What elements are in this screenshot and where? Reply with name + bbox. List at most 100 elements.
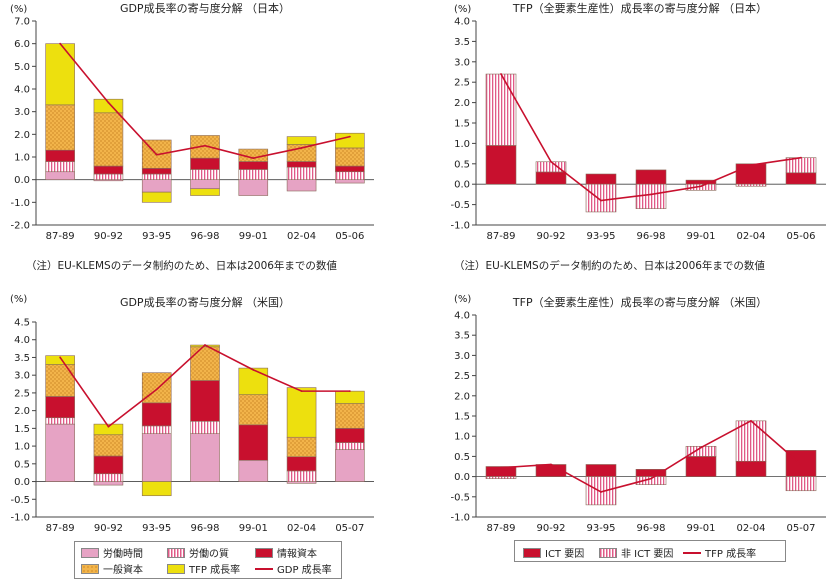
bar-segment-info-capital	[93, 455, 124, 475]
x-tick-label: 02-04	[736, 523, 765, 534]
chart-tfp_japan: TFP（全要素生産性）成長率の寄与度分解 （日本） (%) 4.0 3.5 3.0 2.5…	[450, 1, 826, 242]
bar-segment-info-capital	[238, 161, 269, 170]
line-point	[300, 147, 303, 149]
bar-segment-tfp	[141, 191, 172, 203]
x-tick-label: 05-06	[786, 231, 815, 242]
chart-title: GDP成長率の寄与度分解 （米国）	[120, 295, 290, 309]
bar-segment-ict	[785, 172, 817, 185]
bar-segment-non-ict	[735, 183, 767, 187]
y-tick-label: 2.5	[14, 388, 30, 399]
y-tick-label: 3.0	[454, 351, 470, 362]
bar-segment-tfp	[45, 355, 75, 365]
y-tick-label: 4.0	[14, 85, 30, 96]
line-point	[155, 153, 158, 156]
line-point	[600, 491, 602, 493]
x-tick-label: 93-95	[586, 523, 615, 534]
chart-title: TFP（全要素生産性）成長率の寄与度分解 （日本）	[512, 1, 767, 15]
x-tick-label: 02-04	[736, 231, 765, 242]
line-point	[600, 199, 602, 202]
line-point	[107, 101, 110, 104]
legend-tfp: ICT 要因 非 ICT 要因 TFP 成長率	[514, 540, 786, 562]
bar-segment-non-ict	[485, 476, 517, 479]
bar-segment-ict	[735, 163, 767, 185]
y-tick-label: 2.5	[454, 78, 470, 89]
bar-segment-ict	[635, 169, 667, 185]
bar-segment-general-capital	[93, 112, 124, 167]
y-tick-label: -0.5	[450, 200, 470, 211]
line-point	[700, 185, 702, 188]
y-tick-label: 0.5	[454, 159, 470, 170]
bar-segment-general-capital	[335, 147, 365, 167]
bar-segment-tfp	[93, 423, 124, 436]
y-tick-label: 1.0	[14, 153, 30, 164]
bar-segment-labor-quality	[190, 169, 220, 180]
legend-label: TFP 成長率	[189, 565, 241, 576]
x-tick-label: 90-92	[536, 231, 565, 242]
y-axis-unit: (%)	[454, 294, 471, 305]
line-point	[750, 419, 752, 422]
bar-segment-labor-quality	[286, 470, 317, 482]
bar-segment-labor-quality	[238, 169, 269, 180]
bar-segment-tfp	[335, 390, 365, 404]
bar-segment-labor-hours	[141, 179, 172, 193]
line-point	[300, 390, 303, 393]
bar-segment-info-capital	[190, 157, 220, 170]
x-tick-label: 93-95	[586, 231, 615, 242]
bar-segment-ict	[485, 145, 517, 185]
y-tick-label: 1.0	[454, 432, 470, 443]
bar-segment-ict	[685, 456, 717, 477]
x-tick-label: 99-01	[239, 231, 268, 242]
y-tick-label: 4.0	[14, 335, 30, 346]
y-axis-unit: (%)	[10, 294, 27, 305]
legend-item-tfp: TFP 成長率	[167, 561, 240, 576]
bar-segment-general-capital	[93, 434, 124, 457]
legend-label: 一般資本	[103, 565, 143, 576]
bar-segment-labor-quality	[335, 171, 365, 180]
bar-segment-ict	[585, 464, 617, 477]
line-point	[800, 463, 802, 466]
labor-hours-swatch	[81, 547, 99, 558]
y-tick-label: -0.5	[10, 495, 30, 506]
bar-segment-non-ict	[735, 420, 767, 462]
x-tick-label: 87-89	[46, 523, 75, 534]
bar-segment-general-capital	[238, 394, 269, 426]
bar-segment-labor-quality	[141, 425, 172, 434]
line-point	[107, 425, 110, 428]
y-tick-label: 2.0	[14, 130, 30, 141]
bar-segment-tfp	[335, 132, 365, 149]
line-point	[59, 356, 62, 359]
y-tick-label: -1.0	[10, 513, 30, 524]
bar-segment-labor-quality	[335, 442, 365, 450]
bar-segment-info-capital	[335, 165, 365, 173]
legend-label: TFP 成長率	[705, 549, 757, 560]
bar-segment-labor-hours	[93, 481, 124, 486]
y-tick-label: -1.0	[10, 198, 30, 209]
chart-gdp_us: GDP成長率の寄与度分解 （米国） (%) 4.5 4.0 3.5 3.0 2.5 2.0 1.…	[10, 294, 374, 534]
legend-item-info-capital: 情報資本	[255, 545, 317, 560]
ict-swatch	[523, 547, 541, 558]
bar-segment-non-ict	[585, 183, 617, 213]
y-tick-label: 4.0	[454, 311, 470, 322]
bar-segment-general-capital	[45, 364, 75, 397]
y-tick-label: 1.5	[14, 424, 30, 435]
bar-segment-general-capital	[286, 436, 317, 458]
bar-segment-tfp	[238, 367, 269, 395]
bar-segment-info-capital	[286, 161, 317, 168]
bar-segment-info-capital	[93, 165, 124, 175]
bar-segment-info-capital	[45, 149, 75, 162]
bar-segment-non-ict	[685, 183, 717, 191]
legend-label: 非 ICT 要因	[621, 549, 674, 560]
line-point	[59, 42, 62, 45]
bar-segment-general-capital	[141, 372, 172, 404]
y-tick-label: 0.0	[454, 472, 470, 483]
bar-segment-labor-quality	[286, 166, 317, 180]
line-point	[750, 164, 752, 166]
y-tick-label: -2.0	[10, 221, 30, 232]
bar-segment-info-capital	[141, 168, 172, 175]
y-tick-label: 1.0	[454, 139, 470, 150]
y-tick-label: 3.5	[14, 353, 30, 364]
bar-segment-ict	[585, 173, 617, 185]
legend-label: 情報資本	[277, 549, 317, 560]
legend-item-non-ict: 非 ICT 要因	[599, 545, 673, 560]
bar-segment-non-ict	[585, 476, 617, 506]
